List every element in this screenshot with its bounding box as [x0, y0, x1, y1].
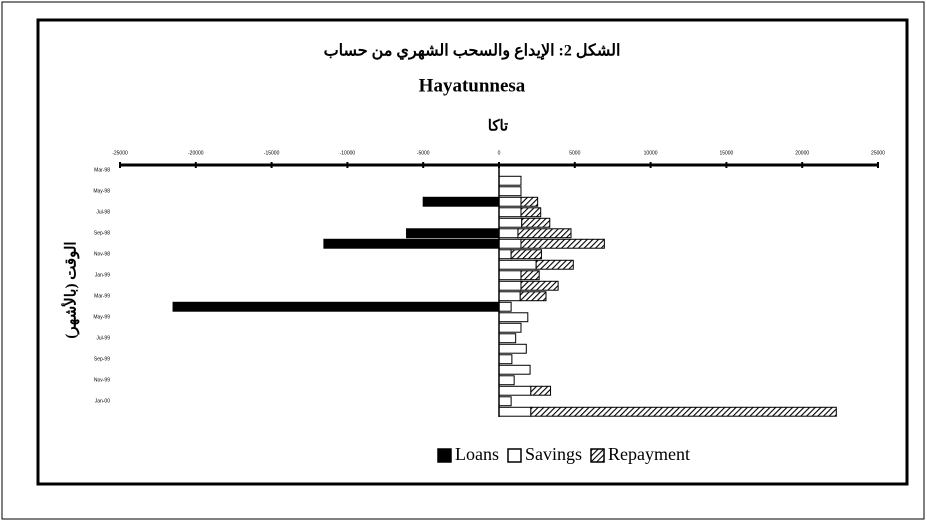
bar	[498, 175, 522, 186]
bar	[498, 270, 522, 281]
y-tick-label: Jul-99	[96, 336, 110, 342]
legend-label: Loans	[455, 444, 499, 464]
bar	[498, 333, 517, 344]
bar	[498, 291, 521, 302]
bar	[498, 238, 522, 249]
bar	[498, 385, 532, 396]
legend-label: Repayment	[608, 444, 690, 464]
bar	[498, 196, 522, 207]
legend-label: Savings	[525, 444, 582, 464]
y-tick-label: Nov-99	[94, 378, 110, 384]
x-tick-label: -5000	[417, 150, 430, 156]
bar	[535, 259, 574, 270]
legend-swatch	[590, 448, 605, 463]
y-tick-label: May-99	[93, 315, 110, 321]
bar	[519, 291, 547, 302]
legend-swatch	[507, 448, 522, 463]
bar	[498, 375, 515, 386]
chart-subtitle: Hayatunnesa	[419, 75, 526, 96]
bar	[498, 312, 529, 323]
bar	[521, 217, 551, 228]
x-tick-label: 0	[498, 150, 501, 156]
bar	[498, 354, 513, 365]
bar	[323, 238, 500, 249]
y-tick-label: Mar-99	[94, 294, 110, 300]
y-tick-label: May-98	[93, 189, 110, 195]
bar	[498, 343, 527, 354]
bar	[498, 217, 523, 228]
bar	[520, 238, 605, 249]
bar	[498, 322, 522, 333]
bar	[520, 196, 539, 207]
bar	[510, 249, 542, 260]
x-tick-label: 10000	[644, 150, 658, 156]
x-tick-label: 25000	[871, 150, 885, 156]
y-tick-label: Jan-99	[95, 273, 111, 279]
bar	[498, 301, 512, 312]
y-tick-label: Mar-98	[94, 168, 110, 174]
bar	[520, 207, 542, 218]
chart-title: الشكل 2: الإيداع والسحب الشهري من حساب	[324, 43, 621, 61]
x-tick-label: -15000	[264, 150, 280, 156]
bar	[406, 228, 500, 239]
y-tick-label: Sep-98	[94, 231, 110, 237]
bar	[498, 280, 522, 291]
legend-swatch	[437, 448, 452, 463]
x-tick-label: -20000	[188, 150, 204, 156]
bar	[530, 406, 837, 417]
y-tick-label: Sep-99	[94, 357, 110, 363]
y-tick-label: Nov-98	[94, 252, 110, 258]
x-tick-label: 20000	[795, 150, 809, 156]
x-tick-label: -10000	[340, 150, 356, 156]
y-axis-label: الوقت (بالأشهر)	[60, 241, 79, 338]
x-tick-label: 5000	[569, 150, 580, 156]
x-tick-label: -25000	[112, 150, 128, 156]
bar	[498, 228, 519, 239]
bar	[498, 186, 522, 197]
bar	[422, 196, 500, 207]
bar	[517, 228, 572, 239]
bar	[498, 364, 531, 375]
bar	[520, 280, 559, 291]
y-tick-label: Jul-98	[96, 210, 110, 216]
bar	[172, 301, 500, 312]
x-axis-label: تاكا	[488, 118, 508, 134]
x-tick-label: 15000	[719, 150, 733, 156]
y-tick-label: Jan-00	[95, 399, 111, 405]
bar	[498, 259, 537, 270]
chart-frame	[36, 18, 909, 486]
bar	[520, 270, 540, 281]
bar	[498, 249, 512, 260]
bar	[498, 406, 532, 417]
bar	[498, 396, 512, 407]
bar	[530, 385, 552, 396]
bar	[498, 207, 522, 218]
